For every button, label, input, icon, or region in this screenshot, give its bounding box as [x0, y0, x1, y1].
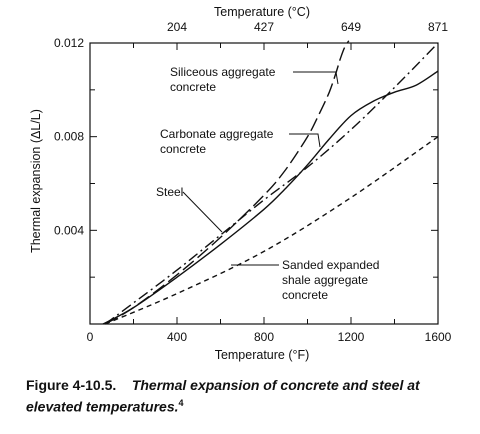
annotation-text: concrete	[160, 142, 206, 156]
x2-axis-title: Temperature (°C)	[214, 5, 310, 19]
caption-superscript: 4	[178, 398, 184, 408]
annotation-text: concrete	[282, 288, 328, 302]
series-line-2	[104, 42, 439, 325]
annotation-leader	[289, 133, 321, 148]
figure-caption: Figure 4-10.5. Thermal expansion of conc…	[26, 376, 466, 416]
x-tick-label: 800	[254, 330, 274, 344]
x-tick-label: 400	[167, 330, 187, 344]
annotation-text: concrete	[170, 80, 216, 94]
series-line-3	[104, 136, 439, 325]
annotation-leader	[182, 191, 223, 233]
caption-text: Thermal expansion of concrete and steel …	[26, 377, 420, 415]
x2-tick-label: 871	[428, 20, 448, 34]
caption-figure-label: Figure 4-10.5.	[26, 377, 117, 393]
x-axis-title: Temperature (°F)	[215, 348, 310, 362]
series-line-0	[104, 40, 350, 325]
x-tick-label: 1200	[338, 330, 365, 344]
y-tick-label: 0.004	[54, 223, 84, 237]
annotation-text: Sanded expanded	[282, 258, 379, 272]
annotation-text: shale aggregate	[282, 273, 368, 287]
x2-tick-label: 204	[167, 20, 187, 34]
y-axis-title: Thermal expansion (ΔL/L)	[29, 109, 43, 253]
x2-tick-label: 427	[254, 20, 274, 34]
chart: 0 400 800 1200 1600 204 427 649 871 0.004 0.008 0.0…	[29, 5, 452, 362]
series-layer	[102, 40, 439, 325]
annotation-leader	[293, 71, 339, 85]
y-tick-label: 0.008	[54, 130, 84, 144]
x2-tick-label: 649	[341, 20, 361, 34]
annotation-2: Steel	[156, 185, 223, 233]
axes: 0 400 800 1200 1600 204 427 649 871 0.004 0.008 0.0…	[54, 20, 452, 344]
annotation-text: Siliceous aggregate	[170, 65, 276, 79]
x-tick-label: 1600	[425, 330, 452, 344]
annotation-text: Steel	[156, 185, 183, 199]
y-tick-label: 0.012	[54, 36, 84, 50]
annotation-text: Carbonate aggregate	[160, 127, 274, 141]
series-line-1	[102, 70, 439, 325]
plot-frame	[89, 42, 439, 325]
x-tick-label: 0	[87, 330, 94, 344]
